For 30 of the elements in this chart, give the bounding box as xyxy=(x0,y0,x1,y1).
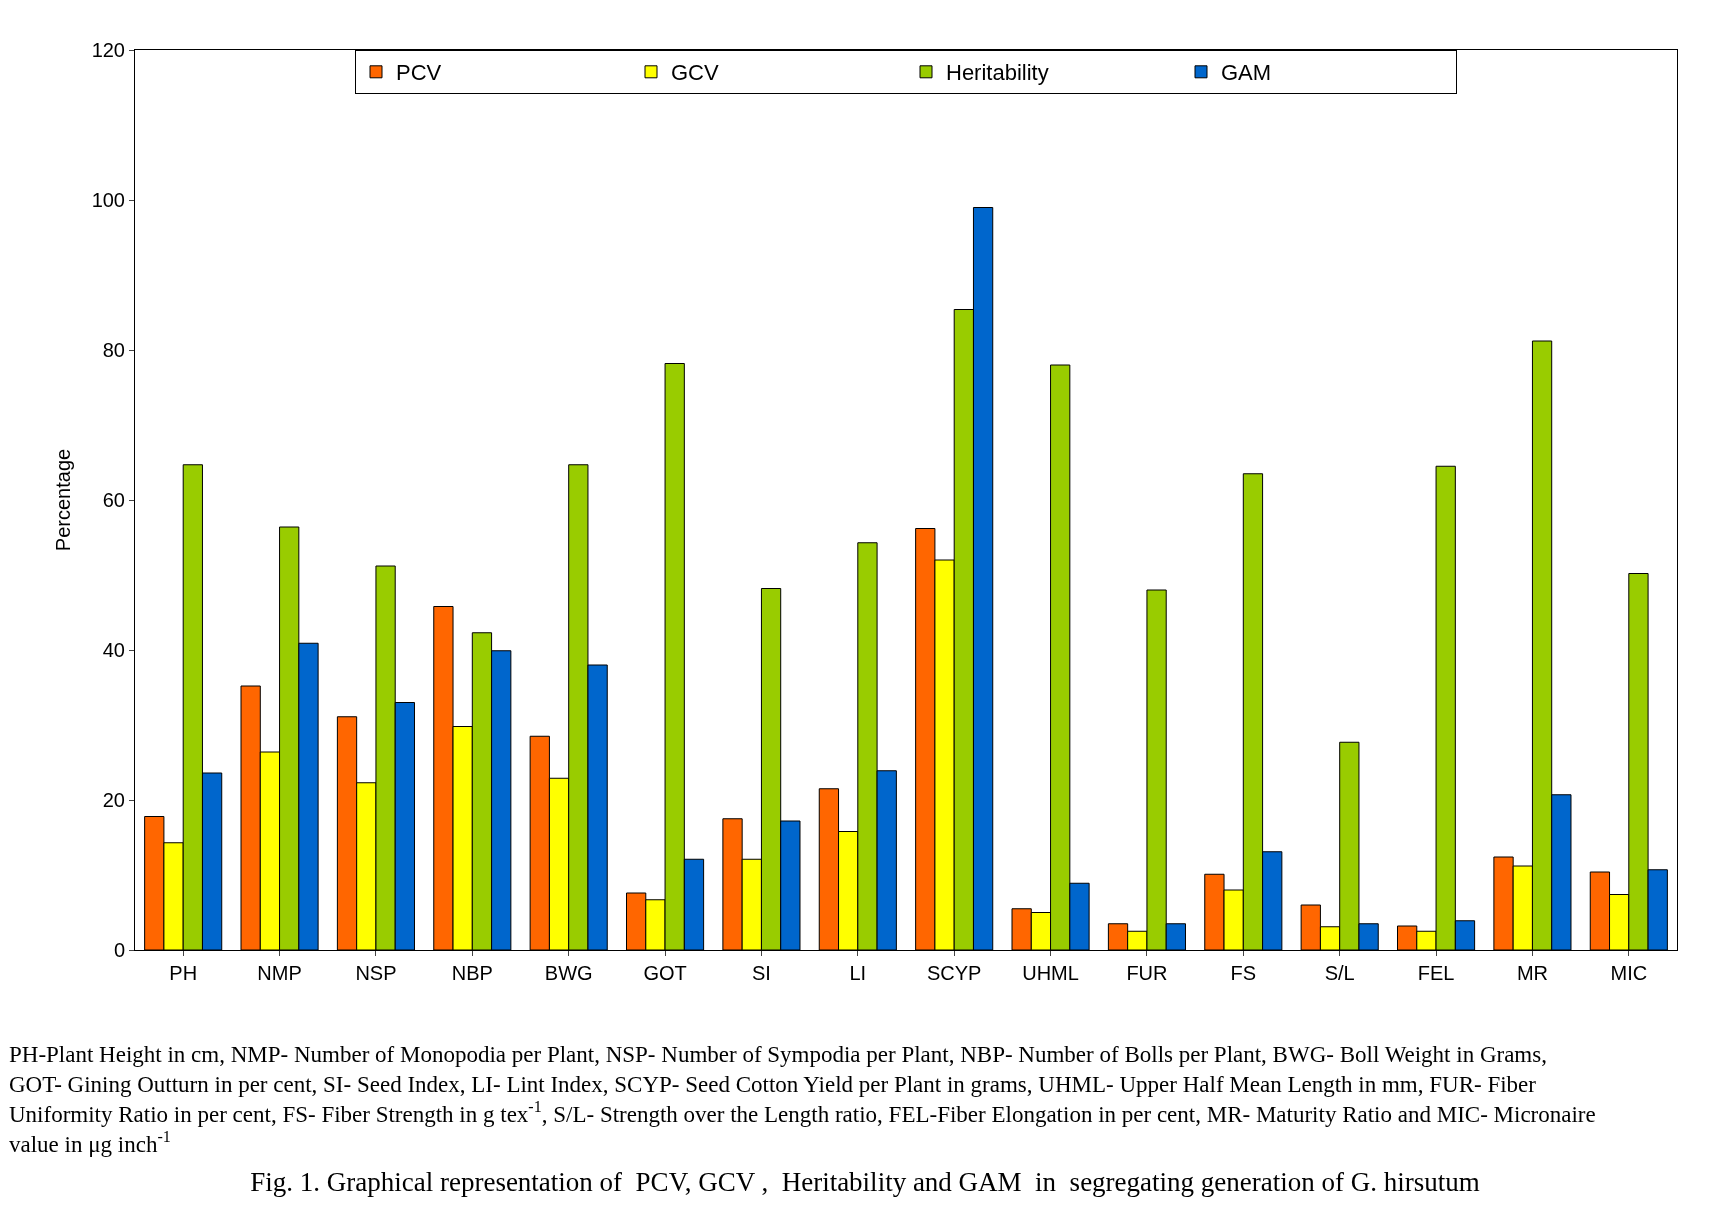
x-tick-label: NMP xyxy=(257,962,302,984)
x-tick-label: SI xyxy=(751,962,771,984)
y-tick-label: 100 xyxy=(91,189,125,211)
x-tick-label: NSP xyxy=(355,962,397,984)
y-tick-label: 60 xyxy=(102,489,125,511)
x-tick-label: SCYP xyxy=(926,962,982,984)
x-tick-label: MIC xyxy=(1610,962,1648,984)
x-tick-label: NBP xyxy=(451,962,493,984)
text: Fig. 1. Graphical representation of PCV, GCV , Heritability and GAM in segregating generation of G. hirsutum xyxy=(250,1166,1480,1197)
x-tick-label: GOT xyxy=(643,962,687,984)
legend-label: Heritability xyxy=(946,60,1049,86)
x-tick-label: UHML xyxy=(1022,962,1079,984)
y-tick-label: 120 xyxy=(91,39,125,61)
y-tick-label: 0 xyxy=(113,939,125,961)
x-tick-label: FUR xyxy=(1126,962,1168,984)
legend-label: GCV xyxy=(671,60,719,86)
y-tick-label: 20 xyxy=(102,789,125,811)
x-tick-label: PH xyxy=(169,962,198,984)
y-tick-label: 40 xyxy=(102,639,125,661)
x-tick-label: S/L xyxy=(1324,962,1355,984)
legend-label: GAM xyxy=(1221,60,1272,86)
y-tick-label: 80 xyxy=(102,339,125,361)
x-tick-label: MR xyxy=(1516,962,1548,984)
x-tick-label: FS xyxy=(1230,962,1257,984)
x-tick-label: FEL xyxy=(1417,962,1455,984)
text: PH-Plant Height in cm, NMP- Number of Monopodia per Plant, NSP- Number of Sympodia per Plant, NBP- Number of Bolls per Plant, BWG- Boll Weight in Grams, GOT- Gining Outturn in per cent, SI- Seed Index, LI- Lint Index, SCYP- Seed Cotton Yield per Plant in grams, UHML- Upper Half Mean Length in mm, FUR- Fiber Uniformity Ratio in per cent, FS- Fiber Strength in g tex$^{-1}$, S/L- Strength over the Length ratio, FEL-Fiber Elongation in per cent, MR- Maturity Ratio and MIC- Micronaire value in μg inch$^{-1}$ xyxy=(9,1042,1596,1157)
x-tick-label: BWG xyxy=(544,962,593,984)
legend-label: PCV xyxy=(396,60,442,86)
y-axis-title: Percentage xyxy=(52,448,75,552)
x-tick-label: LI xyxy=(849,962,867,984)
